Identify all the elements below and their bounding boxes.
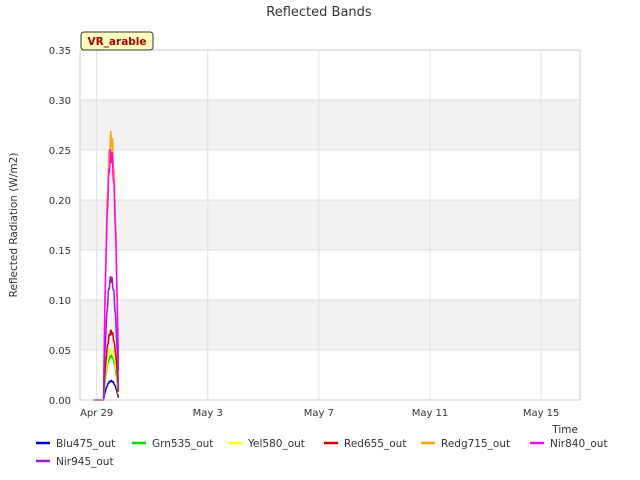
x-tick-label: May 7 — [304, 408, 334, 419]
badge-box — [80, 31, 154, 51]
legend-item: Blu475_out — [36, 438, 115, 450]
series-line-blu475-out — [93, 379, 120, 401]
vr-arable-badge: VR_arable — [80, 31, 154, 51]
y-axis-ticks: 0.00 0.05 0.10 0.15 0.20 0.25 0.30 0.35 — [49, 46, 71, 407]
background-band — [80, 300, 580, 350]
background-band — [80, 200, 580, 250]
y-tick-label: 0.25 — [49, 146, 71, 157]
plot-frame — [79, 49, 581, 401]
legend: Blu475_out Grn535_out Yel580_out Red655_out… — [36, 438, 608, 468]
legend-label: Grn535_out — [152, 438, 213, 450]
y-tick-label: 0.15 — [49, 246, 71, 257]
legend-item: Redg715_out — [421, 438, 510, 450]
legend-label: Nir840_out — [550, 438, 608, 450]
legend-label: Red655_out — [344, 438, 406, 450]
y-tick-label: 0.30 — [49, 96, 71, 107]
series-line-nir945-out — [93, 276, 120, 401]
legend-item: Nir840_out — [530, 438, 608, 450]
legend-label: Blu475_out — [56, 438, 115, 450]
y-tick-label: 0.20 — [49, 196, 71, 207]
background-band — [80, 100, 580, 150]
y-tick-label: 0.00 — [49, 396, 71, 407]
legend-item: Red655_out — [324, 438, 406, 450]
plot-series-lines — [93, 130, 120, 401]
plot-gridlines — [80, 49, 580, 401]
legend-label: Nir945_out — [56, 456, 114, 468]
x-tick-label: May 11 — [412, 408, 449, 419]
x-axis-label: Time — [551, 424, 578, 436]
legend-label: Redg715_out — [441, 438, 510, 450]
y-axis-label: Reflected Radiation (W/m2) — [8, 153, 20, 298]
legend-item: Grn535_out — [132, 438, 213, 450]
series-line-nir840-out — [93, 148, 120, 401]
y-tick-label: 0.10 — [49, 296, 71, 307]
series-line-red655-out — [93, 329, 120, 401]
x-axis-ticks: Apr 29 May 3 May 7 May 11 May 15 — [80, 408, 559, 419]
legend-item: Nir945_out — [36, 456, 114, 468]
plot-background-bands — [80, 100, 580, 350]
x-tick-label: Apr 29 — [80, 408, 113, 419]
chart-title: Reflected Bands — [266, 5, 372, 20]
x-tick-label: May 15 — [523, 408, 560, 419]
y-tick-label: 0.35 — [49, 46, 71, 57]
x-tick-label: May 3 — [193, 408, 223, 419]
y-tick-label: 0.05 — [49, 346, 71, 357]
legend-label: Yel580_out — [247, 438, 305, 450]
legend-item: Yel580_out — [228, 438, 305, 450]
badge-label: VR_arable — [87, 36, 146, 48]
